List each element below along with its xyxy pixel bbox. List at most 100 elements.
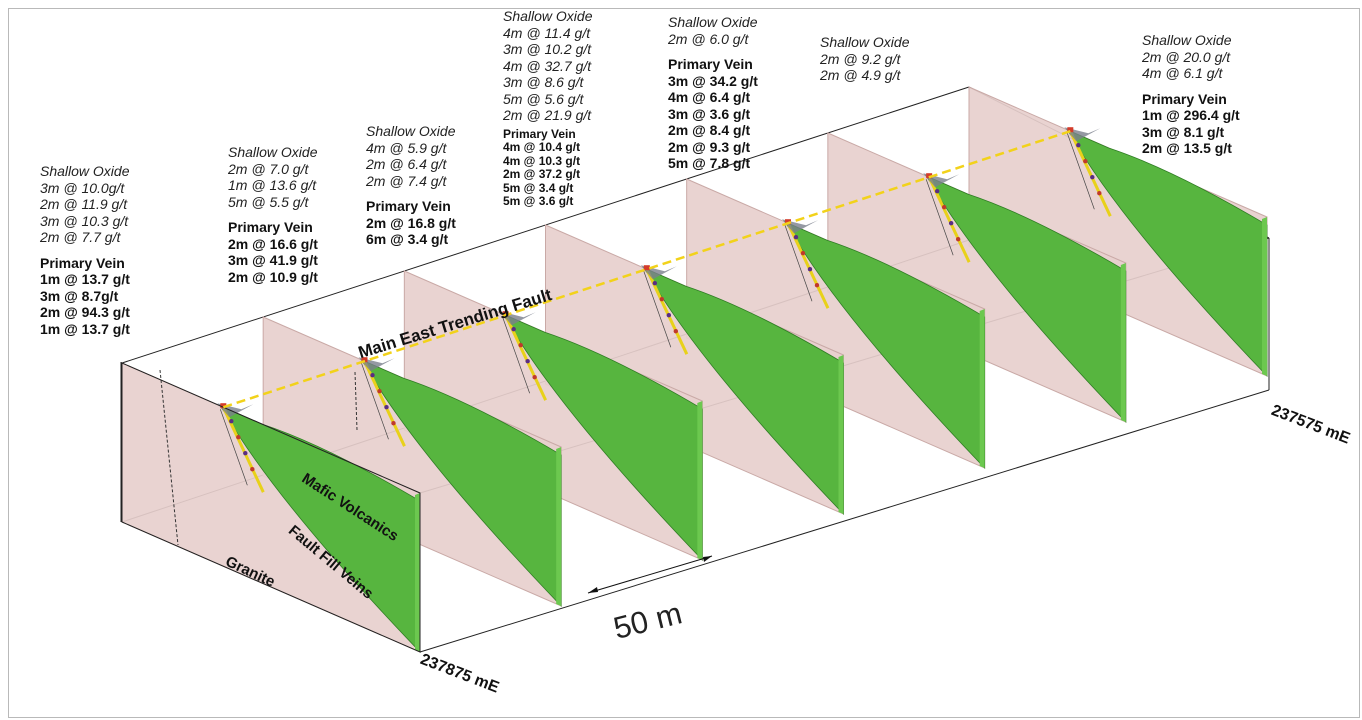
vein-intercept: 6m @ 3.4 g/t xyxy=(366,231,449,247)
intercept-group: Shallow Oxide 2m @ 7.0 g/t 1m @ 13.6 g/t 5m… xyxy=(228,144,318,285)
drill-intercept-dot xyxy=(941,205,947,210)
vein-intercept: 1m @ 296.4 g/t xyxy=(1142,107,1240,123)
oxide-intercept: 2m @ 7.7 g/t xyxy=(40,229,121,245)
drill-hole xyxy=(361,363,389,440)
drill-hole xyxy=(925,179,954,256)
drill-intercept-dot xyxy=(377,389,382,394)
vein-intercept: 5m @ 3.6 g/t xyxy=(503,194,574,209)
box-front-edges xyxy=(120,362,421,653)
drill-intercept-dot xyxy=(652,281,658,286)
surface-anomaly xyxy=(643,265,650,271)
mafic-volcanics-body xyxy=(783,220,986,469)
drill-intercept-dot xyxy=(243,451,248,456)
section-slice xyxy=(968,86,1268,377)
drill-hole xyxy=(784,225,813,302)
oxide-intercept: 2m @ 20.0 g/t xyxy=(1142,48,1231,65)
intercept-group: Shallow Oxide 4m @ 11.4 g/t 3m @ 10.2 g/t 4… xyxy=(503,8,593,209)
oxide-intercept: 5m @ 5.6 g/t xyxy=(503,90,584,107)
section-edge-band xyxy=(838,355,844,514)
drill-hole xyxy=(502,317,530,394)
drill-intercept-dot xyxy=(518,343,523,348)
vein-intercept: 2m @ 16.6 g/t xyxy=(228,235,318,252)
drill-hole xyxy=(219,409,248,486)
drill-intercept-dot xyxy=(673,329,679,334)
vein-title: Primary Vein xyxy=(1142,90,1227,107)
oxide-intercept: 3m @ 10.3 g/t xyxy=(40,212,129,229)
box-edge xyxy=(419,389,1270,653)
drill-intercept-dot xyxy=(532,375,537,380)
vein-intercept: 3m @ 3.6 g/t xyxy=(668,105,751,122)
drill-intercept-dot xyxy=(814,283,820,288)
vein-title: Primary Vein xyxy=(228,219,313,235)
oxide-intercept: 4m @ 5.9 g/t xyxy=(366,139,447,156)
oxide-title: Shallow Oxide xyxy=(820,34,910,50)
drill-hole xyxy=(1066,133,1095,210)
section-edge-band xyxy=(697,401,703,560)
vein-intercept: 5m @ 7.8 g/t xyxy=(668,155,751,171)
vein-title: Primary Vein xyxy=(366,198,451,214)
vein-intercept: 2m @ 16.8 g/t xyxy=(366,214,456,231)
oxide-title: Shallow Oxide xyxy=(668,14,758,30)
drill-intercept-dot xyxy=(525,359,530,364)
vein-intercept: 3m @ 41.9 g/t xyxy=(228,252,318,268)
intercept-group: Shallow Oxide 4m @ 5.9 g/t 2m @ 6.4 g/t 2m … xyxy=(366,123,456,248)
surface-anomaly xyxy=(361,357,368,363)
section-edge-band xyxy=(415,493,420,652)
intercept-group: Shallow Oxide 2m @ 6.0 g/t Primary Vein 3m … xyxy=(668,14,758,172)
oxide-intercept: 2m @ 7.4 g/t xyxy=(366,172,447,189)
oxide-title: Shallow Oxide xyxy=(366,123,456,139)
vein-intercept: 2m @ 37.2 g/t xyxy=(503,167,581,182)
oxide-title: Shallow Oxide xyxy=(40,163,130,179)
drill-intercept-dot xyxy=(370,373,375,378)
drill-intercept-dot xyxy=(391,421,396,426)
front-face-outline xyxy=(121,362,421,653)
oxide-intercept: 2m @ 6.0 g/t xyxy=(668,30,749,47)
vein-intercept: 3m @ 8.7g/t xyxy=(40,287,119,304)
drill-intercept-dot xyxy=(666,313,672,318)
oxide-intercept: 1m @ 13.6 g/t xyxy=(228,177,317,193)
drill-intercept-dot xyxy=(236,435,241,440)
surface-anomaly xyxy=(784,219,791,225)
vein-title: Primary Vein xyxy=(668,56,753,72)
surface-anomaly xyxy=(502,311,509,317)
mafic-volcanics-body xyxy=(925,174,1127,423)
drill-intercept-dot xyxy=(1076,143,1081,148)
oxide-intercept: 3m @ 8.6 g/t xyxy=(503,74,584,90)
drill-intercept-dot xyxy=(511,327,516,332)
vein-intercept: 1m @ 13.7 g/t xyxy=(40,271,130,287)
scale-arrow-head xyxy=(588,587,598,593)
oxide-title: Shallow Oxide xyxy=(1142,32,1232,48)
mafic-volcanics-body xyxy=(642,266,844,515)
oxide-intercept: 2m @ 21.9 g/t xyxy=(503,107,592,123)
vein-intercept: 3m @ 34.2 g/t xyxy=(668,72,758,89)
oxide-intercept: 5m @ 5.5 g/t xyxy=(228,193,309,210)
vein-title: Primary Vein xyxy=(503,126,576,141)
surface-anomaly xyxy=(220,403,227,409)
oxide-intercept: 4m @ 11.4 g/t xyxy=(503,24,591,41)
section-slices xyxy=(121,86,1268,653)
surface-anomaly xyxy=(1067,127,1074,133)
oxide-intercept: 2m @ 11.9 g/t xyxy=(40,196,128,212)
oxide-intercept: 4m @ 32.7 g/t xyxy=(503,57,592,74)
drill-intercept-dot xyxy=(1090,175,1095,180)
vein-intercept: 2m @ 13.5 g/t xyxy=(1142,140,1232,156)
drill-intercept-dot xyxy=(384,405,389,410)
oxide-intercept: 4m @ 6.1 g/t xyxy=(1142,65,1223,81)
main-fault-trace xyxy=(222,130,1071,409)
section-edge-band xyxy=(1262,217,1267,376)
scale-arrow xyxy=(587,555,713,594)
drill-intercept-dot xyxy=(934,189,940,194)
vein-intercept: 5m @ 3.4 g/t xyxy=(503,180,574,195)
vein-intercept: 4m @ 10.4 g/t xyxy=(503,140,581,155)
vein-intercept: 1m @ 13.7 g/t xyxy=(40,320,130,337)
section-slice xyxy=(403,270,703,561)
mafic-volcanics-body xyxy=(501,312,703,561)
main-fault-line xyxy=(222,130,1071,409)
oxide-intercept: 2m @ 7.0 g/t xyxy=(228,160,309,177)
oxide-intercept: 3m @ 10.0g/t xyxy=(40,179,125,196)
section-edge-band xyxy=(1120,263,1126,422)
drill-intercept-dot xyxy=(800,251,806,256)
vein-intercept: 2m @ 10.9 g/t xyxy=(228,268,318,285)
mafic-volcanics-body xyxy=(360,358,562,607)
section-slice xyxy=(262,316,562,607)
